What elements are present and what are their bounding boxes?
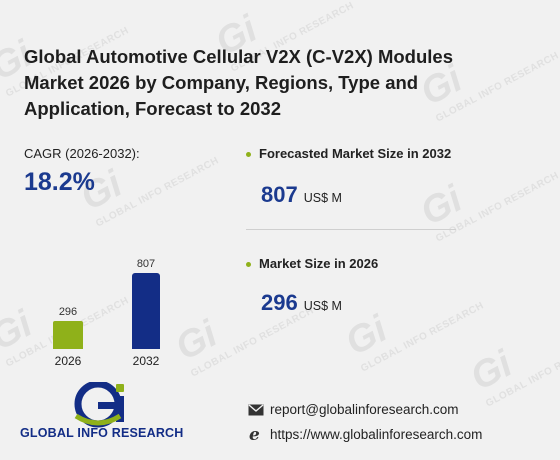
report-title: Global Automotive Cellular V2X (C-V2X) M… xyxy=(24,46,453,119)
bar-2026 xyxy=(53,321,83,349)
bar-value-label-2026: 296 xyxy=(58,306,78,318)
cagr-label: CAGR (2026-2032): xyxy=(24,146,140,161)
bar-value-label-2032: 807 xyxy=(136,258,156,270)
bullet-icon xyxy=(246,262,251,267)
svg-text:e: e xyxy=(249,426,260,442)
market-size-number: 296 xyxy=(261,290,298,315)
cagr-value: 18.2% xyxy=(24,168,95,196)
divider xyxy=(246,229,456,230)
bar-category-label-2026: 2026 xyxy=(54,354,82,368)
forecast-value: 807 US$ M xyxy=(261,182,342,208)
forecast-unit: US$ M xyxy=(303,191,342,205)
market-size-value: 296 US$ M xyxy=(261,290,342,316)
bar-category-label-2032: 2032 xyxy=(132,354,160,368)
bar-2032 xyxy=(132,273,160,349)
bullet-icon xyxy=(246,152,251,157)
forecast-label: Forecasted Market Size in 2032 xyxy=(259,146,452,161)
brand-name: GLOBAL INFO RESEARCH xyxy=(20,426,184,440)
brand-logo xyxy=(74,382,124,428)
market-size-label: Market Size in 2026 xyxy=(259,256,379,271)
market-size-unit: US$ M xyxy=(303,299,342,313)
forecast-number: 807 xyxy=(261,182,298,207)
website-link[interactable]: https://www.globalinforesearch.com xyxy=(270,427,483,442)
email-icon xyxy=(248,404,264,416)
web-icon: e xyxy=(249,426,260,442)
email-link[interactable]: report@globalinforesearch.com xyxy=(270,402,459,417)
